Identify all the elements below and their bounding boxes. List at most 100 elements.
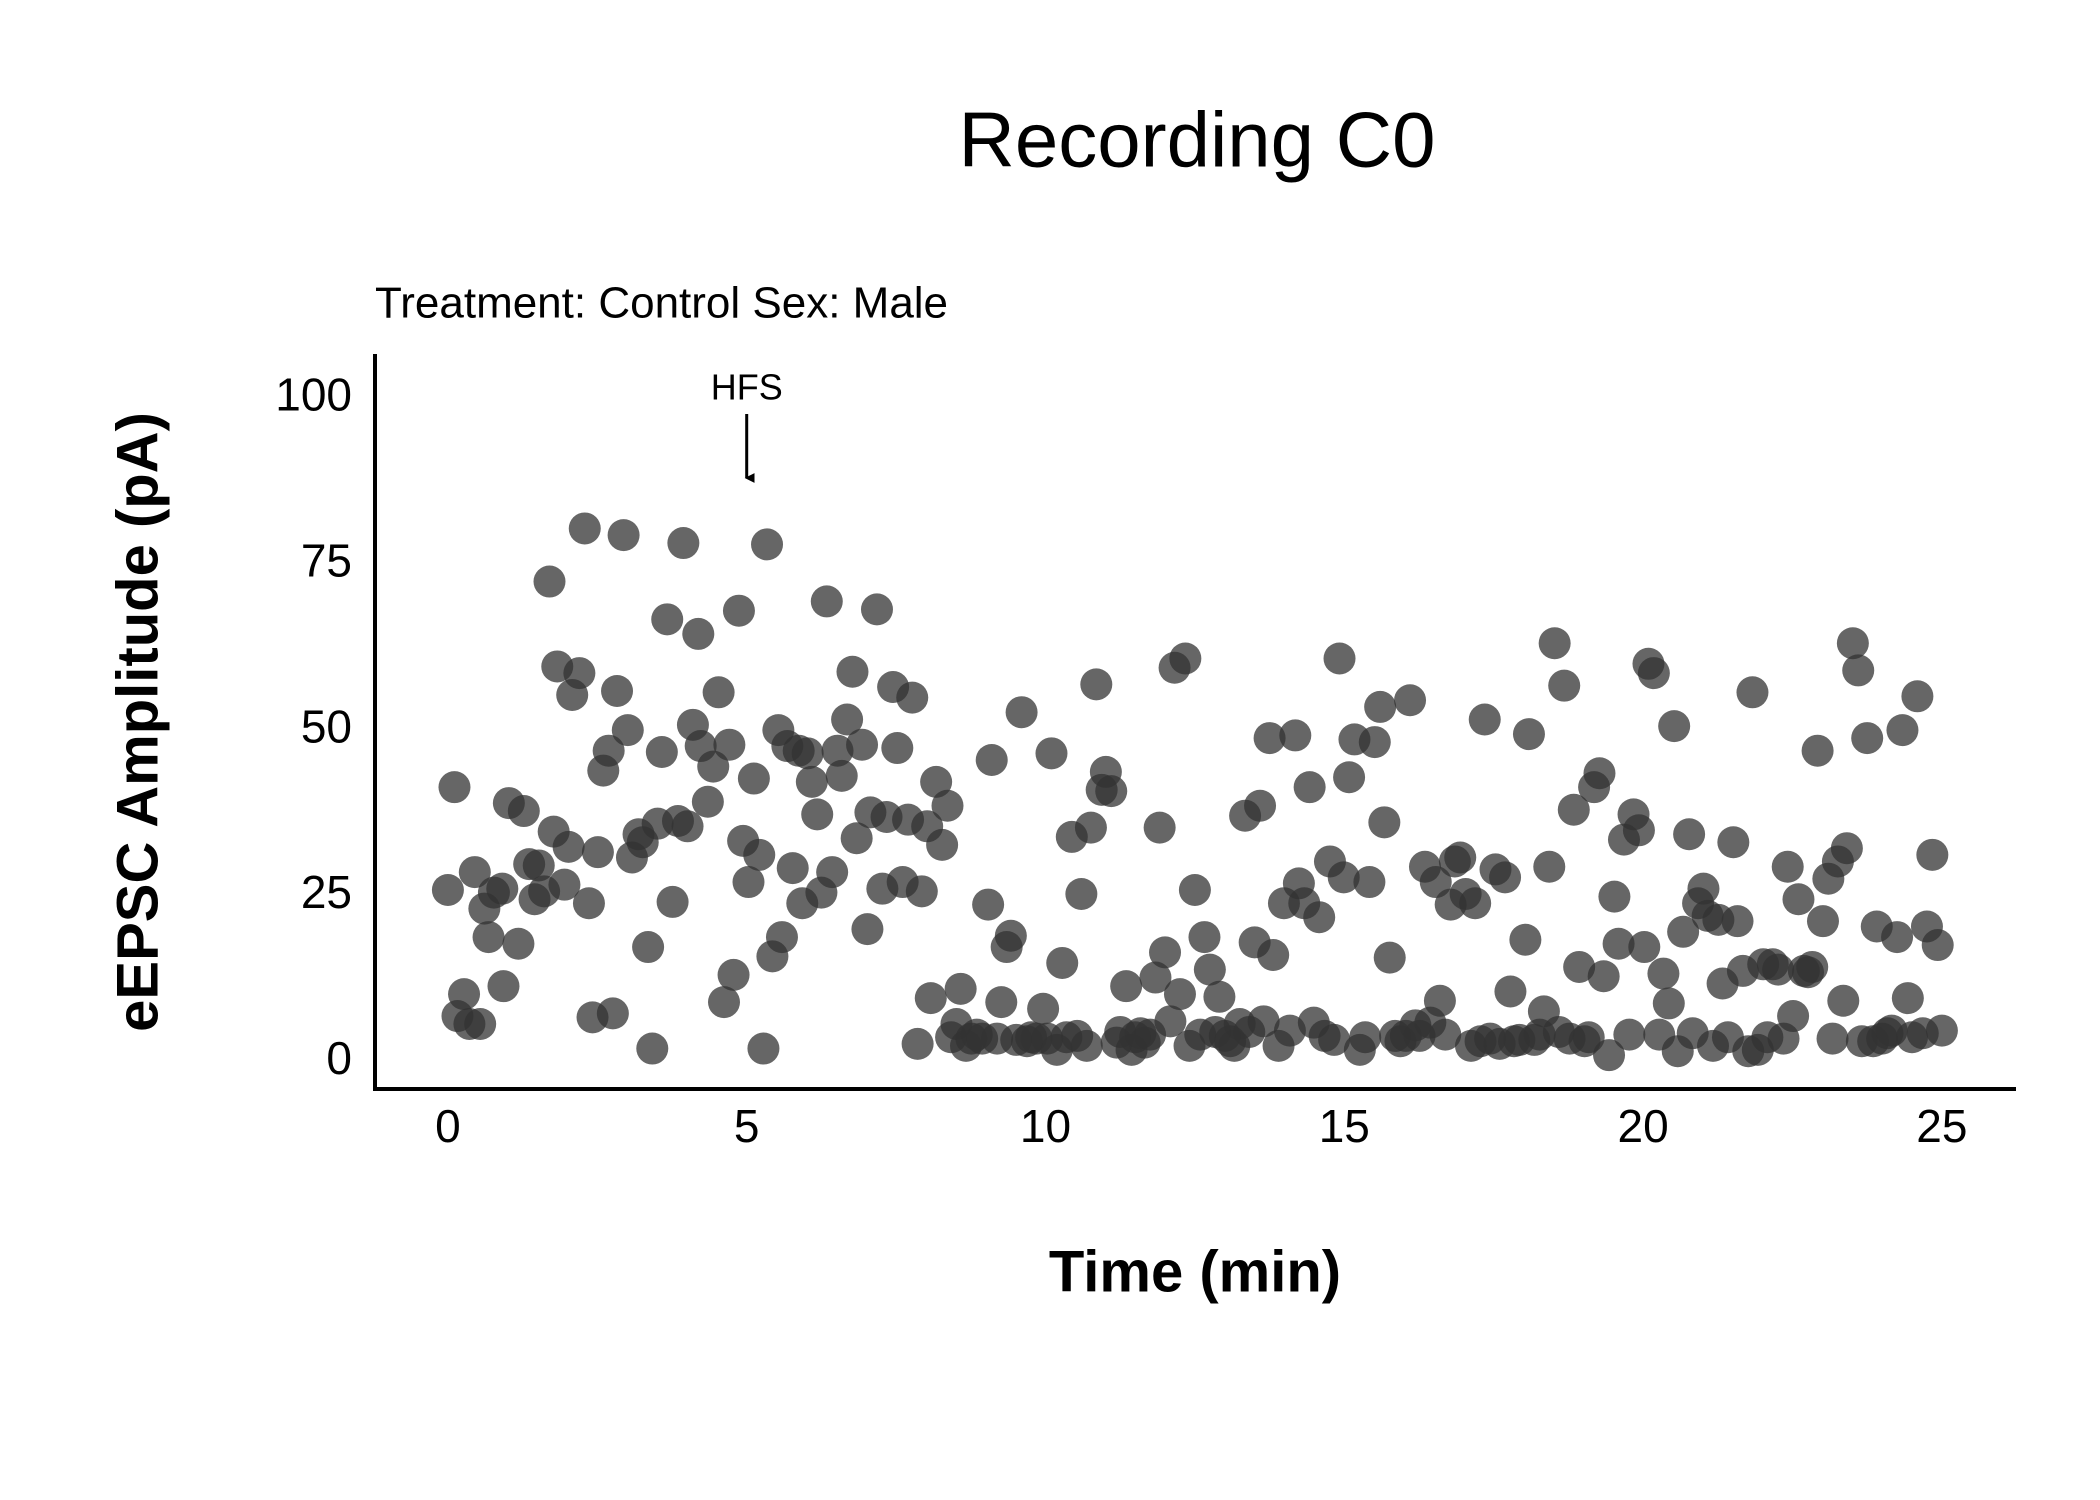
data-point <box>1419 866 1452 899</box>
data-point <box>1193 953 1226 986</box>
data-point <box>1762 953 1795 986</box>
data-point <box>1836 627 1869 660</box>
data-point <box>1494 975 1527 1008</box>
data-point <box>846 728 879 761</box>
data-point <box>743 838 776 871</box>
data-point <box>1323 642 1356 675</box>
data-point <box>1901 680 1934 713</box>
data-point <box>607 519 640 552</box>
data-point <box>1349 1021 1382 1054</box>
data-point <box>502 927 535 960</box>
data-point <box>1921 929 1954 962</box>
data-point <box>1163 978 1196 1011</box>
data-point <box>1394 684 1427 717</box>
data-point <box>821 734 854 767</box>
y-tick-label: 50 <box>301 700 352 752</box>
data-point <box>732 866 765 899</box>
data-point <box>1658 710 1691 743</box>
data-point <box>1429 1018 1462 1051</box>
data-point <box>1080 668 1113 701</box>
data-point <box>1074 811 1107 844</box>
data-point <box>487 970 520 1003</box>
data-point <box>1771 850 1804 883</box>
chart-subtitle: Treatment: Control Sex: Male <box>375 279 948 328</box>
data-point <box>1373 941 1406 974</box>
data-point <box>636 1032 669 1065</box>
data-point <box>691 785 724 818</box>
data-point <box>568 512 601 545</box>
data-point <box>1652 987 1685 1020</box>
data-point <box>1602 927 1635 960</box>
data-point <box>1827 984 1860 1017</box>
data-point <box>1027 992 1060 1025</box>
data-point <box>801 798 834 831</box>
data-point <box>1717 826 1750 859</box>
data-point <box>1169 642 1202 675</box>
data-point <box>1557 793 1590 826</box>
data-point <box>667 527 700 560</box>
data-point <box>1293 771 1326 804</box>
data-point <box>1188 921 1221 954</box>
data-point <box>1065 877 1098 910</box>
data-point <box>1806 905 1839 938</box>
data-point <box>1583 757 1616 790</box>
data-point <box>1548 669 1581 702</box>
data-point <box>601 674 634 707</box>
data-point <box>1203 980 1236 1013</box>
y-tick-label: 0 <box>326 1032 352 1084</box>
data-point <box>722 594 755 627</box>
y-tick-label: 100 <box>275 369 352 421</box>
y-tick-label: 75 <box>301 534 352 586</box>
data-point <box>431 873 464 906</box>
data-point <box>1851 722 1884 755</box>
data-point <box>552 830 585 863</box>
data-point <box>1368 806 1401 839</box>
data-point <box>1459 887 1492 920</box>
x-tick-label: 5 <box>734 1100 760 1152</box>
data-point <box>1916 838 1949 871</box>
data-point <box>1509 923 1542 956</box>
data-point <box>1318 1023 1351 1056</box>
annotation-label: HFS <box>711 367 783 408</box>
data-point <box>611 714 644 747</box>
data-point <box>572 887 605 920</box>
data-point <box>994 919 1027 952</box>
data-point <box>1358 726 1391 759</box>
data-point <box>1035 737 1068 770</box>
x-tick-label: 25 <box>1916 1100 1967 1152</box>
data-point <box>972 888 1005 921</box>
data-point <box>1777 1000 1810 1033</box>
data-point <box>1721 905 1754 938</box>
data-point <box>920 765 953 798</box>
data-point <box>1423 984 1456 1017</box>
data-point <box>507 795 540 828</box>
data-point <box>944 972 977 1005</box>
data-point <box>1796 950 1829 983</box>
data-point <box>1149 936 1182 969</box>
data-point <box>975 743 1008 776</box>
data-point <box>1687 872 1720 905</box>
data-point <box>1303 901 1336 934</box>
data-point <box>1070 1029 1103 1062</box>
data-point <box>522 849 555 882</box>
data-point <box>682 617 715 650</box>
data-point <box>1782 883 1815 916</box>
y-axis-title: eEPSC Amplitude (pA) <box>105 412 170 1032</box>
data-point <box>931 789 964 822</box>
data-point <box>1667 915 1700 948</box>
data-point <box>472 921 505 954</box>
data-point <box>671 810 704 843</box>
data-point <box>1095 775 1128 808</box>
data-point <box>464 1007 497 1040</box>
data-point <box>1333 761 1366 794</box>
data-point <box>1247 1005 1280 1038</box>
data-point <box>1647 957 1680 990</box>
data-point <box>1628 931 1661 964</box>
data-point <box>1327 861 1360 894</box>
x-tick-label: 15 <box>1319 1100 1370 1152</box>
data-point <box>1886 714 1919 747</box>
data-point <box>632 931 665 964</box>
data-point <box>926 828 959 861</box>
data-point <box>563 657 596 690</box>
